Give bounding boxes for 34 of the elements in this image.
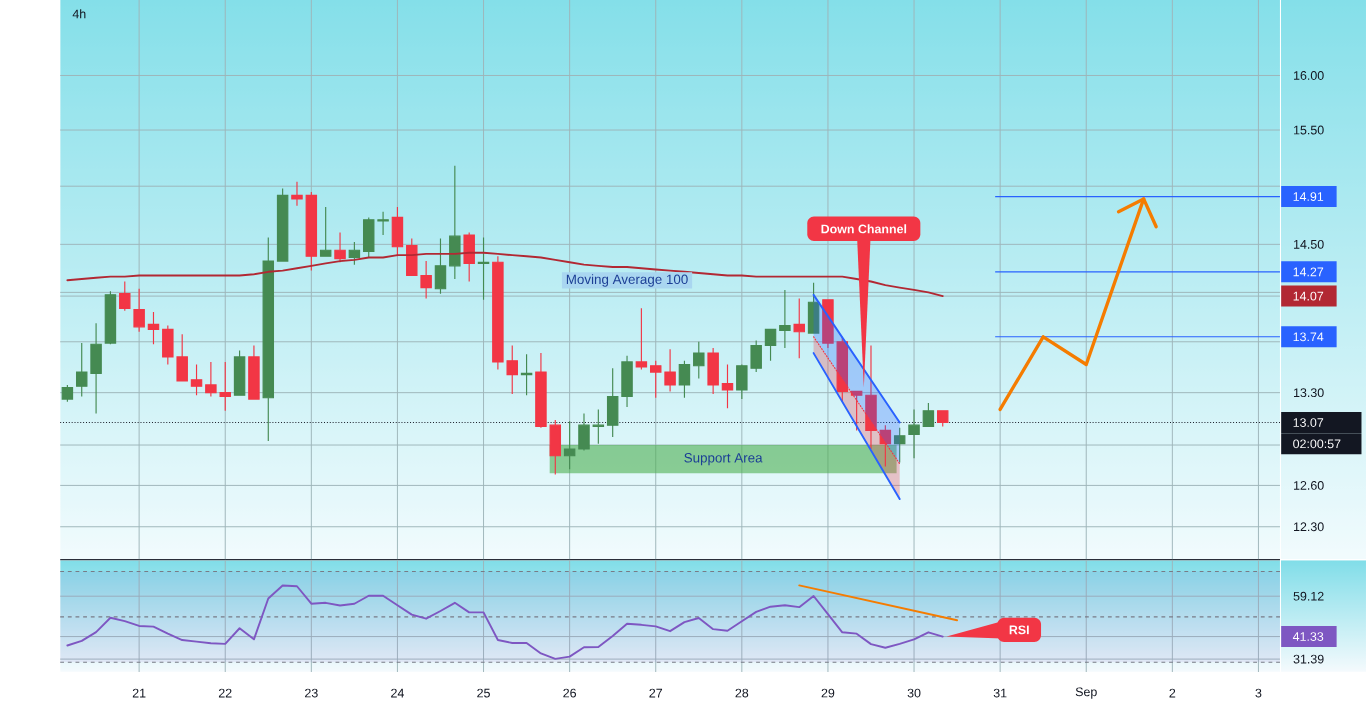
y-tick-label: 12.60 [1294,480,1324,490]
ref-line-label: 13.74 [1293,332,1324,342]
x-tick-label: 28 [735,688,749,698]
y-tick-label: 41.33 [1292,632,1324,641]
y-tick-label: 14.50 [1294,239,1324,249]
x-tick-label: 21 [132,688,146,698]
annotation: Down Channel [821,224,907,234]
annotation: RSI [1009,625,1029,635]
series-label: Moving Average 100 [566,274,688,287]
x-tick-label: 2 [1169,688,1176,698]
y-tick-label: 14.07 [1293,291,1324,301]
x-tick-label: 22 [218,688,232,698]
ref-line-label: 14.27 [1293,267,1324,277]
x-tick-label: 29 [821,688,835,698]
y-tick-label: 59.12 [1293,591,1324,601]
x-tick-label: 23 [305,688,318,698]
y-tick-label: 12.30 [1294,522,1324,532]
y-tick-label: 13.30 [1294,388,1324,397]
text: 02:00:57 [1293,439,1341,449]
x-tick-label: 27 [649,688,663,698]
ref-line-label: 13.07 [1293,418,1324,427]
y-tick-label: 16.00 [1294,70,1324,80]
x-tick-label: 3 [1255,688,1262,698]
x-tick-label: 30 [907,688,921,698]
text: 4h [72,9,86,19]
x-tick-label: Sep [1075,687,1097,699]
ref-line-label: 14.91 [1293,192,1324,201]
y-tick-label: 15.50 [1294,125,1324,135]
x-tick-label: 31 [993,688,1007,698]
x-tick-label: 25 [477,688,490,698]
band-label: Support Area [684,452,763,466]
x-tick-label: 24 [391,688,404,698]
y-tick-label: 31.39 [1293,654,1324,664]
x-tick-label: 26 [563,688,577,698]
